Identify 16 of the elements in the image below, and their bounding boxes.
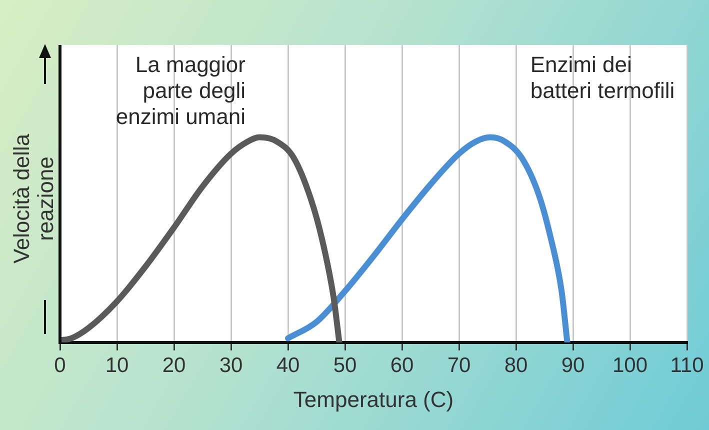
x-tick-label: 100 <box>612 354 648 377</box>
x-tick-label: 40 <box>276 354 300 377</box>
x-tick-label: 50 <box>333 354 357 377</box>
series-label: La maggior parte degli enzimi umani <box>116 52 246 130</box>
x-tick-label: 70 <box>447 354 471 377</box>
x-tick-label: 20 <box>162 354 186 377</box>
text: Enzimi dei batteri termofili <box>530 52 675 104</box>
x-tick-label: 90 <box>561 354 585 377</box>
x-tick-label: 60 <box>390 354 414 377</box>
x-tick-label: 30 <box>219 354 243 377</box>
x-tick-label: 10 <box>105 354 129 377</box>
y-axis-title: Velocità della reazione <box>9 133 58 264</box>
x-tick-label: 110 <box>670 354 704 377</box>
x-tick-label: 0 <box>54 354 66 377</box>
x-tick-label: 80 <box>504 354 528 377</box>
x-axis-title: Temperatura (C) <box>293 386 454 412</box>
